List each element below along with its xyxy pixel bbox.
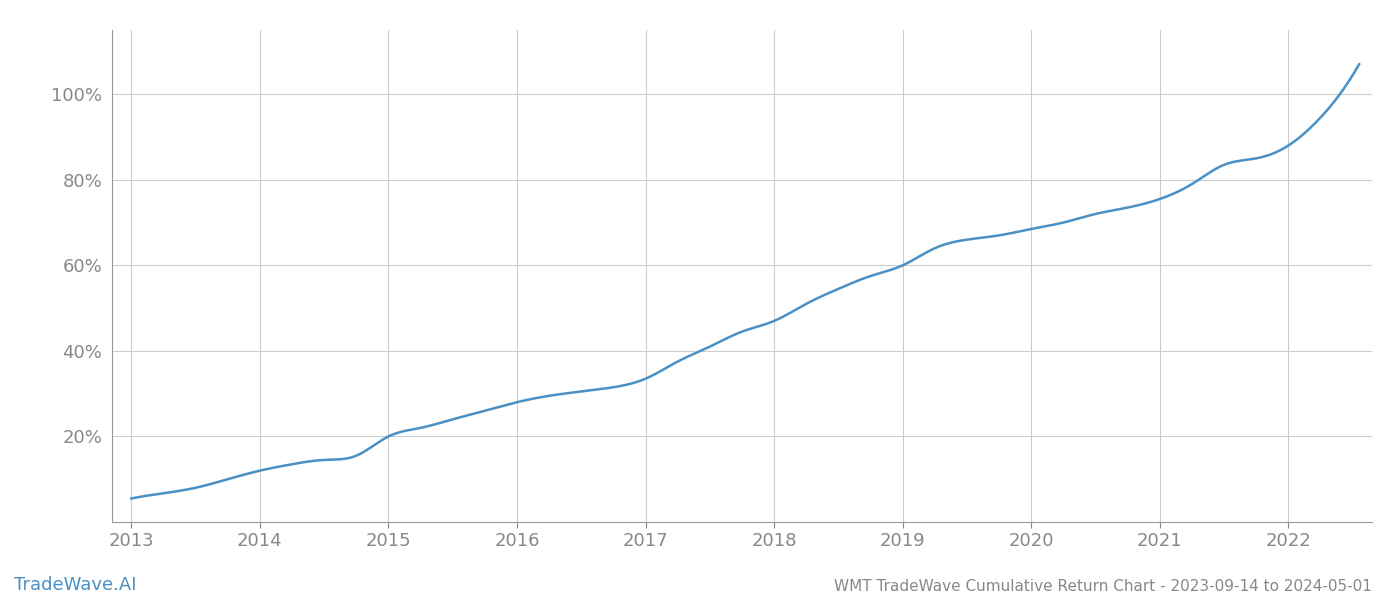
Text: TradeWave.AI: TradeWave.AI xyxy=(14,576,137,594)
Text: WMT TradeWave Cumulative Return Chart - 2023-09-14 to 2024-05-01: WMT TradeWave Cumulative Return Chart - … xyxy=(834,579,1372,594)
